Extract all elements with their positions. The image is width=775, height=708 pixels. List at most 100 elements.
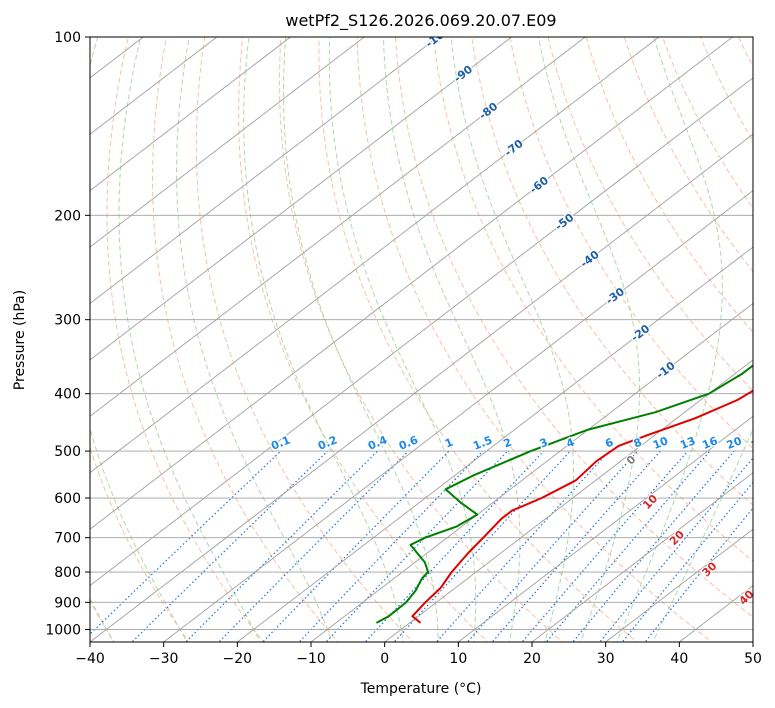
isotherm-value-label: -10 (654, 359, 678, 382)
y-tick-label: 300 (54, 313, 81, 329)
isotherm-line (457, 415, 753, 642)
dry-adiabat-line (771, 24, 775, 645)
dry-adiabat-line (432, 37, 753, 562)
mixing-ratio-line (325, 450, 509, 642)
x-axis-label: Temperature (°C) (360, 681, 482, 697)
dry-adiabat-line (547, 37, 753, 392)
y-tick-label: 400 (54, 387, 81, 403)
isotherm-line (90, 37, 586, 417)
dry-adiabat-line (700, 37, 753, 142)
y-tick-label: 700 (54, 531, 81, 547)
mixing-ratio-line (621, 481, 753, 642)
isotherm-line (236, 246, 753, 642)
mixing-ratio-line (218, 450, 409, 642)
axes: −40 −30 −20 −10 0 10 20 30 40 5010009008007006005… (45, 30, 762, 667)
dry-adiabat-line (238, 37, 489, 642)
y-tick-label: 900 (54, 595, 81, 611)
isotherm-line (90, 77, 753, 587)
mixing-ratio-line (545, 450, 711, 642)
mixing-ratio-label: 6 (603, 436, 615, 451)
background-lines (90, 24, 775, 645)
dry-adiabat-line (661, 37, 753, 209)
x-tick-label: 0 (380, 651, 389, 667)
dry-adiabat-line (151, 37, 339, 642)
dry-adiabat-line (279, 37, 564, 642)
mixing-ratio-label: 0.4 (366, 433, 389, 452)
mixing-ratio-label: 25 (749, 434, 768, 452)
isotherm-value-label: -50 (553, 211, 577, 234)
isotherm-line (310, 302, 753, 642)
temperature-value-label: 30 (700, 559, 720, 579)
mixing-ratio-line (261, 450, 450, 642)
dry-adiabat-line (106, 37, 265, 642)
mixing-ratio-line (599, 457, 753, 642)
isotherm-line (604, 528, 753, 642)
y-tick-label: 200 (54, 208, 81, 224)
profile-line (375, 364, 753, 624)
moist-adiabat-line (118, 37, 261, 642)
plot-frame (89, 36, 754, 643)
moist-adiabat-line (537, 37, 640, 642)
moist-adiabat-line (90, 37, 188, 642)
profile-lines (375, 364, 753, 624)
moist-adiabat-line (450, 37, 574, 642)
y-tick-label: 600 (54, 491, 81, 507)
isotherm-value-label: -40 (578, 248, 602, 271)
profile-line (411, 389, 753, 624)
mixing-ratio-label: 0.2 (316, 433, 339, 452)
mixing-ratio-label: 2 (502, 436, 514, 451)
isotherm-value-label: -80 (477, 100, 501, 123)
y-tick-label: 500 (54, 444, 81, 460)
isotherm-line (383, 359, 753, 642)
x-tick-label: 50 (744, 651, 762, 667)
x-tick-label: −10 (296, 651, 326, 667)
moist-adiabat-line (383, 37, 521, 642)
isotherm-value-label: -70 (502, 137, 526, 160)
mixing-ratio-line (184, 450, 379, 642)
mixing-ratio-line (90, 450, 282, 635)
y-tick-label: 800 (54, 565, 81, 581)
mixing-ratio-label: 30 (770, 434, 775, 452)
dry-adiabat-line (90, 37, 190, 642)
y-tick-label: 100 (54, 30, 81, 46)
isotherm-line (90, 37, 365, 248)
line-labels: -100-90-80-70-60-50-40-30-20-100.1 0.2 0.4… (268, 37, 775, 609)
x-tick-label: 20 (523, 651, 541, 667)
mixing-ratio-label: 16 (700, 434, 719, 452)
mixing-ratio-line (572, 450, 735, 642)
mixing-ratio-line (521, 450, 689, 642)
isotherm-value-label: -60 (527, 174, 551, 197)
x-tick-label: −30 (149, 651, 179, 667)
x-tick-label: 40 (670, 651, 688, 667)
mixing-ratio-line (466, 450, 639, 642)
moist-adiabat-line (652, 427, 753, 642)
isotherm-line (752, 641, 753, 642)
isotherm-line (90, 37, 218, 135)
dry-adiabat-line (356, 37, 713, 642)
mixing-ratio-label: 4 (564, 436, 576, 451)
temperature-value-label: 10 (640, 492, 660, 512)
isotherm-line (90, 37, 513, 361)
x-tick-label: 30 (597, 651, 615, 667)
moist-adiabat-line (283, 37, 439, 642)
dry-adiabat-line (471, 37, 753, 506)
temperature-value-label: 0 (624, 453, 639, 468)
isotherm-line (678, 585, 753, 642)
dry-adiabat-line (585, 37, 753, 333)
x-tick-label: −20 (223, 651, 253, 667)
dry-adiabat-line (195, 37, 414, 642)
isotherm-value-label: -20 (629, 322, 653, 345)
mixing-ratio-line (393, 450, 571, 642)
isotherm-value-label: -30 (603, 285, 627, 308)
y-tick-label: 1000 (45, 622, 81, 638)
dry-adiabat-line (394, 37, 753, 618)
moist-adiabat-line (90, 597, 115, 642)
isotherm-line (531, 472, 753, 642)
x-tick-label: −40 (75, 651, 105, 667)
moist-adiabat-line (176, 37, 333, 642)
mixing-ratio-label: 0.6 (397, 433, 420, 452)
isotherm-line (162, 190, 753, 642)
mixing-ratio-label: 1.5 (471, 433, 494, 452)
isotherm-line (90, 37, 292, 192)
chart-title: wetPf2_S126.2026.069.20.07.E09 (285, 11, 556, 31)
